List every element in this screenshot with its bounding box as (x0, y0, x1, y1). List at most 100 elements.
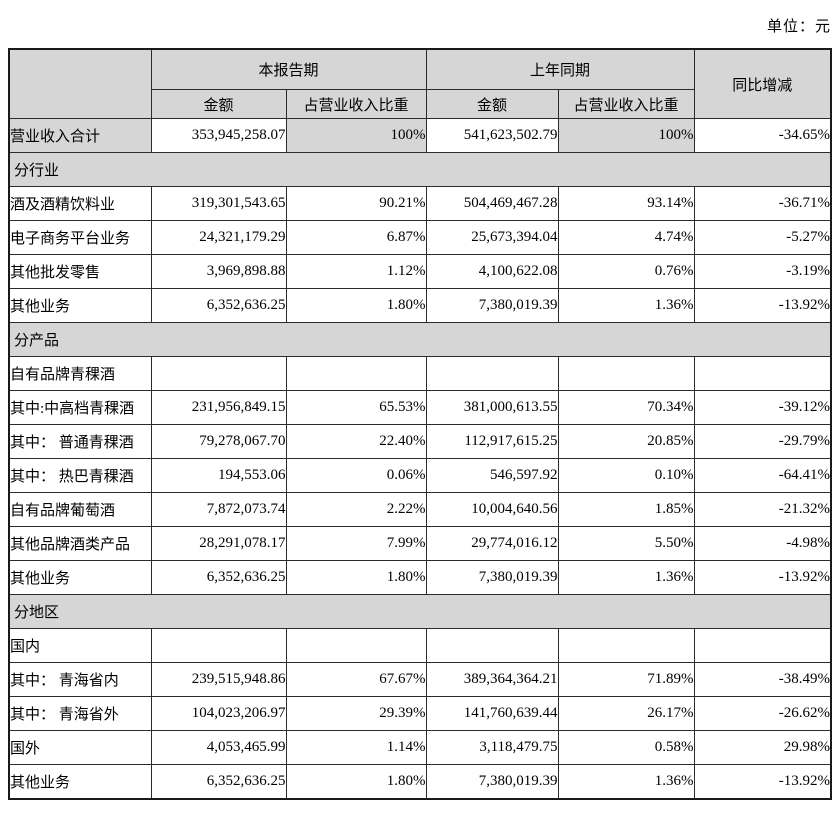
prior-ratio: 70.34% (557, 390, 695, 425)
column-yoy-change: 同比增减 (693, 48, 832, 119)
prior-amount: 541,623,502.79 (425, 118, 559, 153)
prior-ratio: 5.50% (557, 526, 695, 561)
table-row: 其他业务 6,352,636.25 1.80% 7,380,019.39 1.36% -1… (8, 288, 832, 323)
prior-ratio: 1.36% (557, 560, 695, 595)
row-label: 其中： 青海省外 (8, 696, 152, 731)
prior-amount: 504,469,467.28 (425, 186, 559, 221)
table-row: 自有品牌葡萄酒 7,872,073.74 2.22% 10,004,640.56 1.8… (8, 492, 832, 527)
yoy-value: -4.98% (693, 526, 832, 561)
current-amount: 104,023,206.97 (150, 696, 287, 731)
current-amount: 3,969,898.88 (150, 254, 287, 289)
current-amount: 319,301,543.65 (150, 186, 287, 221)
row-label: 自有品牌青稞酒 (8, 356, 152, 391)
table-row: 其他批发零售 3,969,898.88 1.12% 4,100,622.08 0.76%… (8, 254, 832, 289)
prior-amount (425, 628, 559, 663)
current-ratio: 0.06% (285, 458, 427, 493)
row-label: 其他批发零售 (8, 254, 152, 289)
current-amount: 353,945,258.07 (150, 118, 287, 153)
yoy-value (693, 356, 832, 391)
current-amount: 4,053,465.99 (150, 730, 287, 765)
prior-amount: 7,380,019.39 (425, 288, 559, 323)
column-current-revenue-ratio: 占营业收入比重 (285, 89, 427, 119)
yoy-value (693, 628, 832, 663)
current-amount: 239,515,948.86 (150, 662, 287, 697)
prior-ratio (557, 356, 695, 391)
current-amount: 194,553.06 (150, 458, 287, 493)
table-row: 国外 4,053,465.99 1.14% 3,118,479.75 0.58% 29.9… (8, 730, 832, 765)
row-label: 其中： 普通青稞酒 (8, 424, 152, 459)
current-amount: 6,352,636.25 (150, 288, 287, 323)
prior-ratio: 1.36% (557, 764, 695, 799)
current-amount: 231,956,849.15 (150, 390, 287, 425)
yoy-value: -13.92% (693, 764, 832, 799)
row-label: 酒及酒精饮料业 (8, 186, 152, 221)
yoy-value: -26.62% (693, 696, 832, 731)
prior-amount: 7,380,019.39 (425, 764, 559, 799)
prior-amount: 25,673,394.04 (425, 220, 559, 255)
prior-ratio: 93.14% (557, 186, 695, 221)
current-ratio (285, 628, 427, 663)
current-ratio: 1.80% (285, 560, 427, 595)
section-label: 分地区 (8, 594, 832, 629)
row-label: 其中： 热巴青稞酒 (8, 458, 152, 493)
section-row: 分产品 (8, 322, 832, 357)
table-body: 营业收入合计 353,945,258.07 100% 541,623,502.79 10… (8, 118, 832, 799)
current-ratio: 6.87% (285, 220, 427, 255)
current-ratio: 1.12% (285, 254, 427, 289)
current-amount: 79,278,067.70 (150, 424, 287, 459)
current-amount: 6,352,636.25 (150, 560, 287, 595)
yoy-value: -38.49% (693, 662, 832, 697)
table-row: 营业收入合计 353,945,258.07 100% 541,623,502.79 10… (8, 118, 832, 153)
prior-amount: 4,100,622.08 (425, 254, 559, 289)
current-ratio: 22.40% (285, 424, 427, 459)
row-label: 其他品牌酒类产品 (8, 526, 152, 561)
current-ratio: 1.14% (285, 730, 427, 765)
prior-ratio: 71.89% (557, 662, 695, 697)
table-header: 本报告期 上年同期 同比增减 金额 占营业收入比重 金额 占营业收入比重 (8, 48, 832, 119)
current-ratio: 1.80% (285, 288, 427, 323)
yoy-value: -29.79% (693, 424, 832, 459)
current-ratio (285, 356, 427, 391)
column-current-amount: 金额 (150, 89, 287, 119)
yoy-value: -3.19% (693, 254, 832, 289)
column-group-prior-period: 上年同期 (425, 48, 695, 90)
current-amount: 24,321,179.29 (150, 220, 287, 255)
yoy-value: -21.32% (693, 492, 832, 527)
prior-ratio: 0.76% (557, 254, 695, 289)
row-label: 其中： 青海省内 (8, 662, 152, 697)
table-row: 酒及酒精饮料业 319,301,543.65 90.21% 504,469,467.2… (8, 186, 832, 221)
table-row: 其中： 青海省外 104,023,206.97 29.39% 141,760,639.… (8, 696, 832, 731)
row-label: 国外 (8, 730, 152, 765)
unit-label: 单位：元 (766, 19, 831, 35)
table-row: 国内 (8, 628, 832, 663)
prior-ratio: 1.36% (557, 288, 695, 323)
corner-cell (8, 48, 152, 119)
table-row: 自有品牌青稞酒 (8, 356, 832, 391)
current-amount: 7,872,073.74 (150, 492, 287, 527)
prior-amount: 141,760,639.44 (425, 696, 559, 731)
table-row: 其他业务 6,352,636.25 1.80% 7,380,019.39 1.36% -1… (8, 560, 832, 595)
current-ratio: 90.21% (285, 186, 427, 221)
yoy-value: -64.41% (693, 458, 832, 493)
prior-ratio: 1.85% (557, 492, 695, 527)
current-ratio: 7.99% (285, 526, 427, 561)
yoy-value: -5.27% (693, 220, 832, 255)
prior-amount: 389,364,364.21 (425, 662, 559, 697)
section-label: 分行业 (8, 152, 832, 187)
table-row: 其中： 热巴青稞酒 194,553.06 0.06% 546,597.92 0.10% -… (8, 458, 832, 493)
table-row: 其中:中高档青稞酒 231,956,849.15 65.53% 381,000,613… (8, 390, 832, 425)
prior-ratio: 20.85% (557, 424, 695, 459)
row-label: 国内 (8, 628, 152, 663)
yoy-value: -36.71% (693, 186, 832, 221)
row-label: 其他业务 (8, 560, 152, 595)
prior-ratio: 100% (557, 118, 695, 153)
prior-amount: 381,000,613.55 (425, 390, 559, 425)
row-label: 营业收入合计 (8, 118, 152, 153)
prior-ratio: 0.58% (557, 730, 695, 765)
row-label: 自有品牌葡萄酒 (8, 492, 152, 527)
prior-ratio (557, 628, 695, 663)
yoy-value: -39.12% (693, 390, 832, 425)
yoy-value: -13.92% (693, 560, 832, 595)
row-label: 其他业务 (8, 288, 152, 323)
